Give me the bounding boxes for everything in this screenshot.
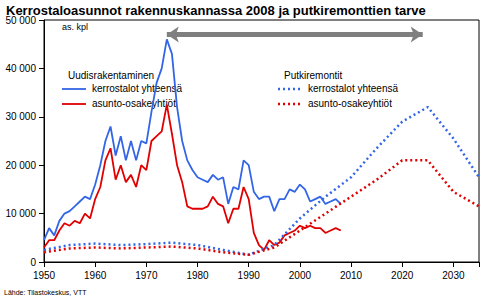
svg-text:Uudisrakentaminen: Uudisrakentaminen <box>68 70 154 81</box>
svg-text:20 000: 20 000 <box>5 160 36 171</box>
svg-text:1970: 1970 <box>135 270 158 281</box>
svg-text:Putkiremontit: Putkiremontit <box>284 70 343 81</box>
svg-text:as. kpl: as. kpl <box>62 22 88 32</box>
svg-text:1990: 1990 <box>238 270 261 281</box>
svg-text:10 000: 10 000 <box>5 208 36 219</box>
svg-text:0: 0 <box>30 257 36 268</box>
svg-text:Kerrostaloasunnot rakennuskann: Kerrostaloasunnot rakennuskannassa 2008 … <box>6 3 426 18</box>
svg-text:50 000: 50 000 <box>5 15 36 26</box>
svg-text:2030: 2030 <box>442 270 465 281</box>
svg-text:2020: 2020 <box>391 270 414 281</box>
svg-text:1980: 1980 <box>186 270 209 281</box>
svg-text:30 000: 30 000 <box>5 111 36 122</box>
svg-text:Lähde: Tilastokeskus, VTT: Lähde: Tilastokeskus, VTT <box>4 289 87 296</box>
svg-text:2010: 2010 <box>340 270 363 281</box>
svg-text:1950: 1950 <box>33 270 56 281</box>
svg-text:1960: 1960 <box>84 270 107 281</box>
svg-text:asunto-osakeyhtiöt: asunto-osakeyhtiöt <box>92 98 176 109</box>
svg-text:2000: 2000 <box>289 270 312 281</box>
svg-text:asunto-osakeyhtiöt: asunto-osakeyhtiöt <box>308 98 392 109</box>
svg-text:kerrostalot yhteensä: kerrostalot yhteensä <box>92 83 182 94</box>
svg-text:40 000: 40 000 <box>5 63 36 74</box>
svg-text:kerrostalot yhteensä: kerrostalot yhteensä <box>308 83 398 94</box>
svg-text:50 vuotta: 50 vuotta <box>278 21 311 30</box>
